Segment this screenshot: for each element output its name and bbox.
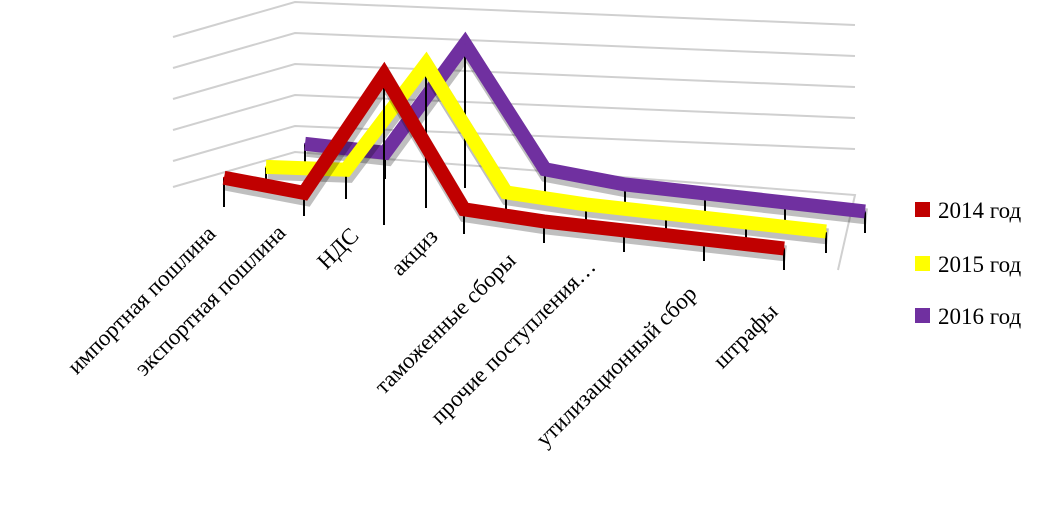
data-point xyxy=(464,43,466,45)
data-point xyxy=(223,176,225,179)
data-point xyxy=(623,229,625,232)
data-point xyxy=(624,183,626,186)
data-point xyxy=(585,203,587,206)
legend-swatch xyxy=(915,256,930,271)
series-group xyxy=(222,61,787,270)
data-point xyxy=(783,247,785,250)
gridline xyxy=(172,124,856,162)
data-point xyxy=(864,210,866,213)
data-point xyxy=(544,168,546,171)
data-point xyxy=(704,192,706,195)
legend-label: 2014 год xyxy=(938,198,1021,223)
data-point xyxy=(383,73,385,76)
gridline xyxy=(172,31,856,69)
data-point xyxy=(784,201,786,204)
category-label: акциз xyxy=(386,224,443,281)
category-label: НДС xyxy=(312,223,363,274)
legend-label: 2016 год xyxy=(938,304,1021,329)
series-group xyxy=(304,31,868,233)
data-point xyxy=(265,165,267,168)
data-point xyxy=(665,212,667,215)
series-line xyxy=(304,31,866,219)
legend: 2014 год 2015 год 2016 год xyxy=(915,198,1021,329)
data-point xyxy=(304,142,306,145)
series-line xyxy=(222,61,785,256)
gridline xyxy=(172,0,856,38)
series-line xyxy=(265,51,827,239)
data-point xyxy=(345,168,347,171)
data-point xyxy=(543,220,545,223)
data-point xyxy=(303,191,305,194)
gridlines xyxy=(172,0,856,162)
data-point xyxy=(745,221,747,224)
series-ribbons xyxy=(222,31,868,270)
category-label: штрафы xyxy=(708,299,782,373)
data-point xyxy=(463,208,465,211)
data-point xyxy=(425,63,427,65)
data-point xyxy=(825,230,827,233)
data-point xyxy=(703,238,705,241)
legend-label: 2015 год xyxy=(938,252,1021,277)
legend-swatch xyxy=(915,308,930,323)
gridline xyxy=(172,93,856,131)
legend-swatch xyxy=(915,202,930,217)
gridline xyxy=(172,62,856,100)
data-point xyxy=(505,191,507,194)
